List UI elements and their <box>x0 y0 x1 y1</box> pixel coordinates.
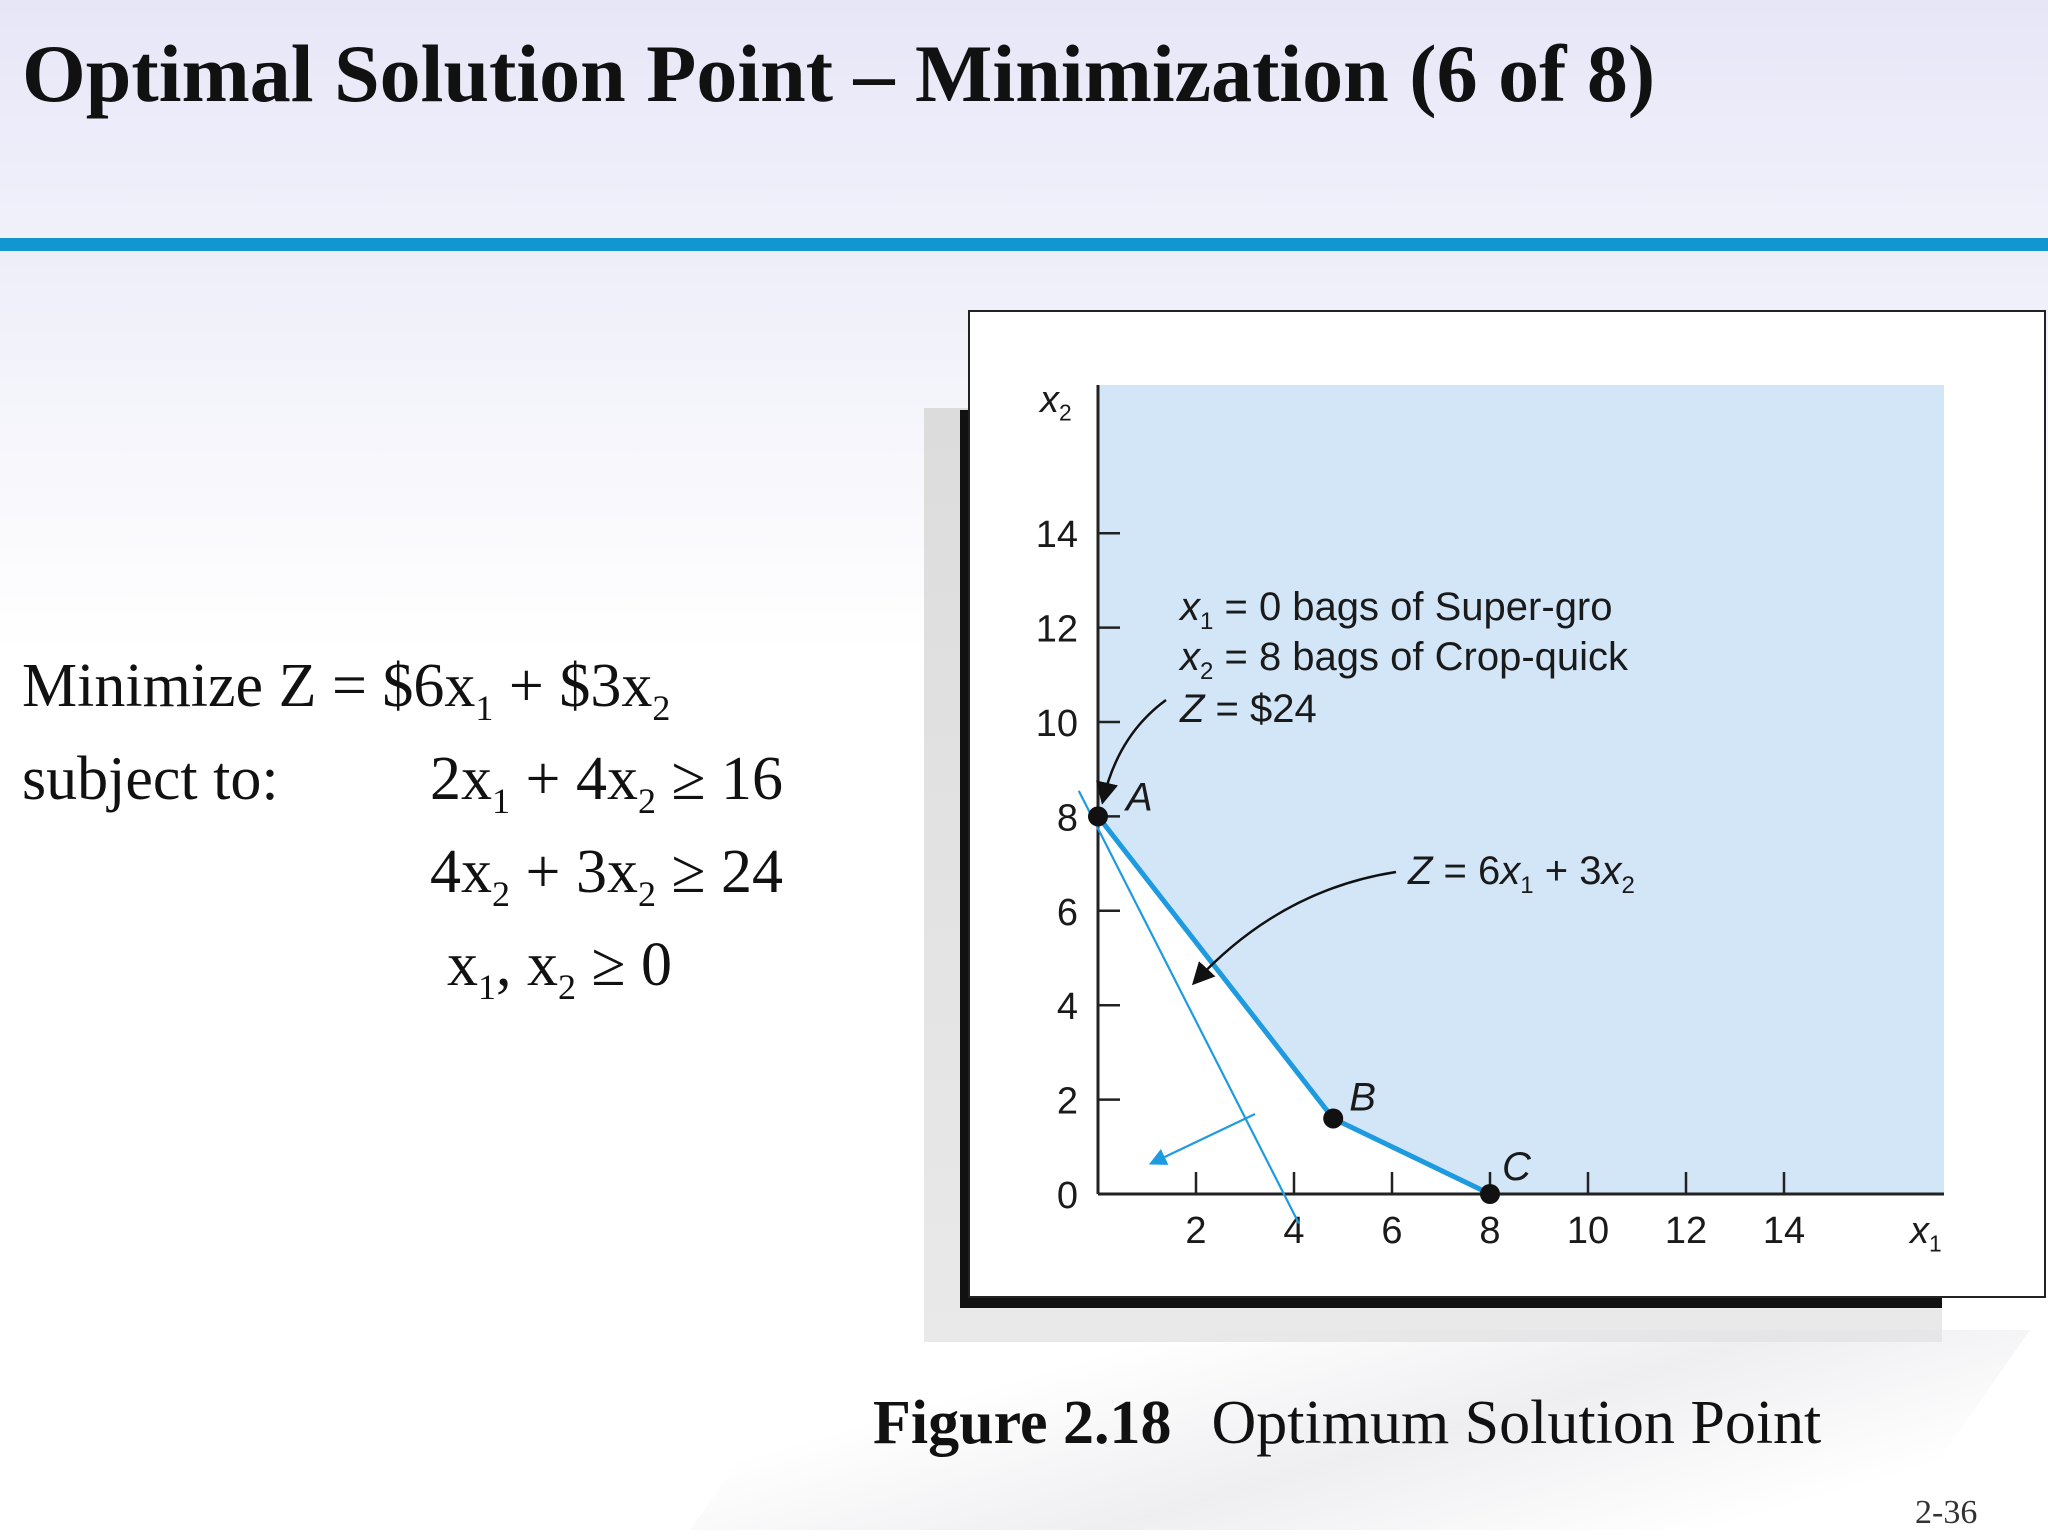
annotation-z-value: Z = $24 <box>1179 687 1317 731</box>
corner-point-a <box>1088 806 1108 827</box>
nonnegativity-constraint: x1, x2 ≥ 0 <box>447 931 673 1007</box>
constraint-row-2: 4x2 + 3x2 ≥ 24 <box>22 826 922 919</box>
objective-label-arrow <box>1191 870 1397 986</box>
y-tick-label: 6 <box>1057 892 1078 934</box>
y-tick-label: 10 <box>1036 703 1078 745</box>
y-tick-label: 2 <box>1057 1081 1078 1123</box>
feasible-region <box>1098 385 1944 1194</box>
constraint-row-1: subject to: 2x1 + 4x2 ≥ 16 <box>22 733 922 826</box>
page-number: 2-36 <box>1915 1494 1978 1531</box>
figure-caption-text: Optimum Solution Point <box>1211 1389 1822 1457</box>
improvement-direction-arrow <box>1148 1113 1256 1165</box>
point-b-label: B <box>1349 1075 1376 1119</box>
y-tick-label: 4 <box>1057 986 1078 1028</box>
header-band <box>0 0 2048 240</box>
point-a-label: A <box>1124 775 1153 819</box>
figure-border-left <box>960 410 970 1308</box>
figure-number: Figure 2.18 <box>873 1389 1172 1457</box>
corner-point-c <box>1480 1184 1500 1204</box>
x-tick-label: 12 <box>1665 1210 1707 1252</box>
annotation-x2-value: x2 = 8 bags of Crop-quick <box>1178 635 1629 685</box>
y-tick-label: 12 <box>1036 609 1078 651</box>
objective-row: Minimize Z = $6x1 + $3x2 <box>22 640 922 733</box>
subject-to-label: subject to: <box>22 745 279 813</box>
slide-title: Optimal Solution Point – Minimization (6… <box>22 28 1656 119</box>
point-c-label: C <box>1502 1145 1532 1189</box>
x-tick-label: 14 <box>1763 1210 1805 1252</box>
annotation-x1-value: x1 = 0 bags of Super-gro <box>1178 585 1613 635</box>
x-tick-label: 2 <box>1185 1210 1206 1252</box>
objective-function: Minimize Z = $6x1 + $3x2 <box>22 652 671 728</box>
y-axis-label: x2 <box>1038 379 1072 425</box>
objective-function-line <box>1077 790 1300 1224</box>
x-tick-label: 4 <box>1283 1210 1304 1252</box>
corner-point-b <box>1323 1108 1344 1129</box>
constraint-2: 4x2 + 3x2 ≥ 24 <box>430 838 783 914</box>
annotation-arrow-to-a <box>1096 698 1167 805</box>
x-tick-label: 10 <box>1567 1210 1609 1252</box>
constraint-1: 2x1 + 4x2 ≥ 16 <box>430 745 783 821</box>
x-tick-label: 8 <box>1479 1210 1500 1252</box>
lp-formulation: Minimize Z = $6x1 + $3x2 subject to: 2x1… <box>22 640 922 1012</box>
x-tick-label: 6 <box>1381 1210 1402 1252</box>
nonnegativity-row: x1, x2 ≥ 0 <box>22 919 922 1012</box>
x-axis-label: x1 <box>1908 1210 1942 1256</box>
y-tick-label: 14 <box>1036 514 1078 556</box>
figure-border-bottom <box>960 1298 1942 1308</box>
header-rule <box>0 238 2048 251</box>
figure-caption: Figure 2.18 Optimum Solution Point <box>873 1383 1821 1463</box>
y-tick-label: 8 <box>1057 797 1078 839</box>
objective-line-label: Z = 6x1 + 3x2 <box>1407 849 1635 899</box>
y-tick-label: 0 <box>1057 1175 1078 1217</box>
